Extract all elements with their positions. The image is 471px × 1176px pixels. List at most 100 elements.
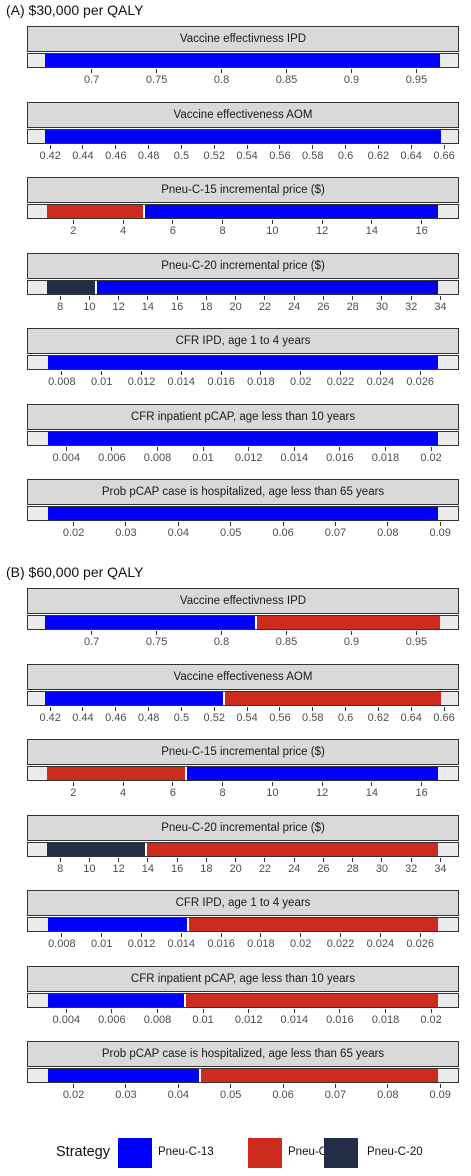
axis-tick [148,707,150,711]
bar-segment-pneu-c-13 [47,918,189,931]
axis-tick-label: 0.08 [377,1089,399,1101]
axis-tick-label: 0.02 [420,1014,442,1026]
legend-label: Pneu-C-20 [367,1146,423,1158]
facet-panel [27,431,459,446]
axis-tick-label: 0.024 [366,938,395,950]
axis-tick [321,220,323,224]
axis-tick-label: 18 [200,301,213,313]
axis-tick [410,296,412,300]
axis-tick [230,1084,232,1088]
axis-tick [101,933,103,937]
bar-segment-pneu-c-15 [188,918,439,931]
axis-tick [125,522,127,526]
axis-tick [387,1084,389,1088]
axis-tick-label: 16 [171,301,184,313]
legend-key-pneu-c-20 [324,1138,358,1168]
axis-tick [222,220,224,224]
segment-divider [183,994,186,1007]
facet-strip-label: Vaccine effectivness IPD [27,588,459,614]
facet-panel [27,53,459,68]
axis-tick [65,447,67,451]
axis-tick-label: 12 [112,863,125,875]
axis-tick [443,707,445,711]
axis-tick-label: 0.56 [269,150,291,162]
facet-panel [27,506,459,521]
axis-tick-label: 0.04 [167,1089,190,1101]
axis-tick [140,933,142,937]
axis-tick-label: 0.018 [247,938,275,950]
axis-tick-label: 0.66 [433,150,455,162]
facet-panel [27,615,459,630]
bar-segment-pneu-c-13 [185,767,439,780]
axis-tick-label: 0.014 [167,938,196,950]
bar-segment-pneu-c-20 [47,843,146,856]
axis-tick-label: 0.54 [236,712,258,724]
axis-tick-label: 0.64 [400,712,422,724]
axis-tick [379,371,381,375]
axis-tick-label: 0.58 [302,712,324,724]
axis-tick-label: 0.64 [400,150,422,162]
axis-tick-label: 0.014 [280,452,309,464]
segment-divider [95,281,97,294]
axis-tick [82,145,84,149]
axis-tick-label: 0.014 [167,376,196,388]
axis-tick-label: 0.85 [275,636,298,648]
axis-tick [286,69,288,73]
axis-tick-label: 0.02 [290,376,312,388]
facet-strip-label: Prob pCAP case is hospitalized, age less… [27,1041,459,1067]
axis-tick-label: 0.02 [420,452,442,464]
axis-tick-label: 0.5 [173,150,190,162]
axis-tick [312,707,314,711]
axis-tick [387,522,389,526]
axis-tick-label: 0.8 [213,74,230,86]
axis-tick-label: 16 [415,787,428,799]
axis-tick [235,858,237,862]
bar-segment-pneu-c-13 [47,432,439,445]
bar-segment-pneu-c-15 [184,994,439,1007]
axis-tick [156,631,158,635]
segment-divider [184,767,187,780]
axis-tick [180,933,182,937]
axis-tick [176,296,178,300]
bar-segment-pneu-c-15 [46,205,144,218]
axis-tick-label: 2 [70,225,77,237]
axis-tick [421,782,423,786]
axis-tick-label: 0.9 [343,74,360,86]
axis-tick-label: 0.01 [192,1014,214,1026]
axis-tick [101,371,103,375]
facet-strip-label: Vaccine effectiveness AOM [27,102,459,128]
axis-tick-label: 32 [405,863,418,875]
axis-tick [73,1084,75,1088]
axis-tick [260,933,262,937]
axis-tick [220,933,222,937]
axis-tick-label: 0.09 [429,527,451,539]
axis-tick [220,371,222,375]
facet: Pneu-C-15 incremental price ($) 2 4 6 8 10 12 1… [0,177,471,257]
axis-tick [410,707,412,711]
section-title: (B) $60,000 per QALY [6,564,144,580]
axis-tick-label: 0.8 [213,636,230,648]
axis-tick-label: 0.008 [143,1014,172,1026]
axis-tick [264,296,266,300]
axis-tick-label: 12 [316,225,329,237]
axis-tick-label: 30 [375,301,389,313]
axis-tick-label: 0.05 [219,527,242,539]
axis-tick [172,782,174,786]
axis-tick-label: 0.46 [105,150,127,162]
axis-tick [443,145,445,149]
axis-tick [439,296,441,300]
axis-tick-label: 0.06 [272,1089,294,1101]
axis-tick [248,1009,250,1013]
axis-tick [371,220,373,224]
axis-tick-label: 18 [200,863,213,875]
axis-tick [221,631,223,635]
axis-tick-label: 0.01 [192,452,214,464]
facet-panel [27,842,459,857]
legend: Strategy Pneu-C-13 Pneu-C-15 Pneu-C-20 [0,1134,471,1176]
axis-tick [157,447,158,451]
axis-tick [352,858,354,862]
axis-tick [118,858,120,862]
axis-tick [350,631,352,635]
facet-strip-label: Pneu-C-20 incremental price ($) [27,815,459,841]
